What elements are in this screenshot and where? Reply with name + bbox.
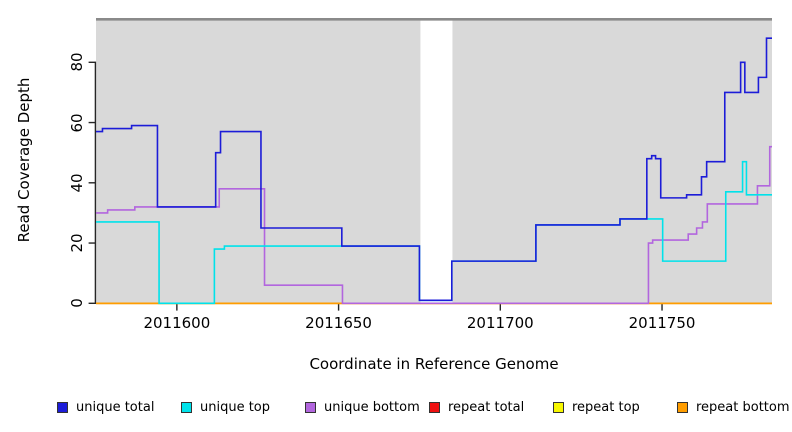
legend-item: unique bottom bbox=[305, 399, 420, 415]
legend-swatch-icon bbox=[305, 401, 316, 413]
legend-swatch-icon bbox=[429, 401, 440, 413]
legend-swatch-icon bbox=[181, 401, 192, 413]
legend-item: repeat total bbox=[429, 399, 524, 415]
series-unique-total bbox=[96, 37, 772, 302]
plot-area bbox=[88, 17, 772, 311]
x-axis-title: Coordinate in Reference Genome bbox=[309, 355, 559, 373]
legend-item: unique top bbox=[181, 399, 270, 415]
legend-swatch-icon bbox=[553, 401, 564, 413]
x-tick-label: 2011700 bbox=[466, 314, 534, 332]
y-axis-title: Read Coverage Depth bbox=[15, 77, 33, 243]
legend-item-label: unique top bbox=[200, 399, 271, 415]
coverage-gap-band bbox=[420, 20, 453, 304]
y-tick-label: 0 bbox=[68, 298, 86, 309]
legend-swatch-icon bbox=[677, 401, 688, 413]
y-tick-label: 60 bbox=[68, 113, 86, 133]
x-tick-label: 2011750 bbox=[628, 314, 696, 332]
legend-item-label: repeat total bbox=[448, 399, 525, 415]
y-tick-label: 40 bbox=[68, 173, 86, 193]
legend-item-label: repeat bottom bbox=[696, 399, 790, 415]
legend-item: repeat top bbox=[553, 399, 640, 415]
y-tick-label: 80 bbox=[68, 52, 86, 72]
legend-item-label: unique bottom bbox=[324, 399, 420, 415]
legend-swatch-icon bbox=[57, 401, 68, 413]
x-tick-label: 2011650 bbox=[305, 314, 372, 332]
legend-item-label: repeat top bbox=[572, 399, 640, 415]
x-tick-label: 2011600 bbox=[143, 314, 211, 332]
legend-item: repeat bottom bbox=[677, 399, 790, 415]
legend-item: unique total bbox=[57, 399, 154, 415]
y-tick-label: 20 bbox=[68, 233, 86, 253]
legend-item-label: unique total bbox=[76, 399, 155, 415]
